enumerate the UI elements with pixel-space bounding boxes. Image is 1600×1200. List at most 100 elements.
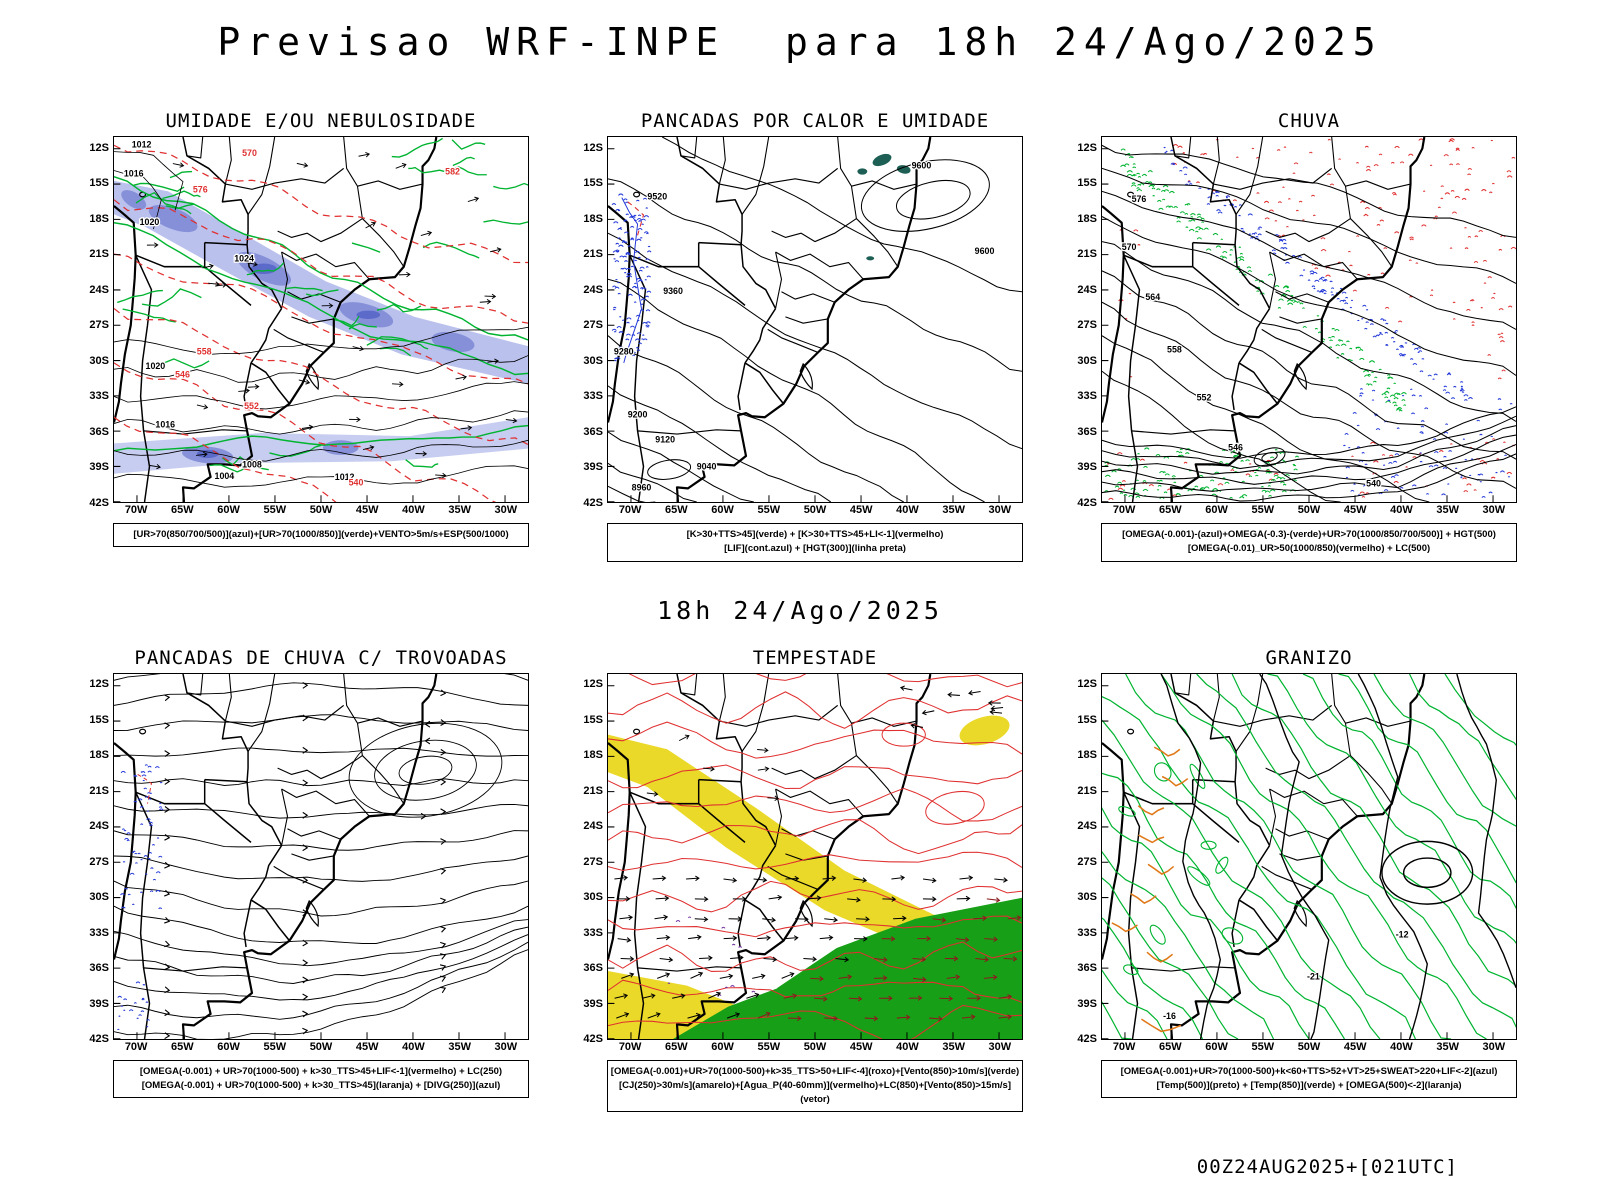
lat-axis: 12S 15S 18S 21S 24S 27S 30S 33S 36S 39S 42S <box>1071 673 1099 1045</box>
lat-label: 30S <box>1077 354 1097 367</box>
lon-axis: 70W 65W 60W 55W 50W 45W 40W 35W 30W <box>1101 1040 1517 1056</box>
lat-label: 24S <box>583 283 603 296</box>
svg-text:558: 558 <box>197 346 212 356</box>
lon-label: 70W <box>618 504 642 516</box>
caption-line: [CJ(250)>30m/s](amarelo)+[Agua_P(40-60mm… <box>618 1079 1012 1105</box>
lat-label: 36S <box>1077 425 1097 438</box>
lon-label: 60W <box>711 504 734 516</box>
lon-axis: 70W 65W 60W 55W 50W 45W 40W 35W 30W <box>113 1040 529 1056</box>
caption-box: [OMEGA(-0.001) + UR>70(1000-500) + k>30_… <box>113 1059 529 1098</box>
map-contours <box>114 673 528 1039</box>
lat-axis: 12S 15S 18S 21S 24S 27S 30S 33S 36S 39S 42S <box>1071 136 1099 509</box>
lon-label: 45W <box>1343 504 1367 516</box>
lat-label: 24S <box>1077 283 1097 296</box>
lon-label: 45W <box>849 1040 873 1053</box>
bottom-panel-row: PANCADAS DE CHUVA C/ TROVOADAS 12S 15S 18S… <box>0 647 1600 1113</box>
svg-text:564: 564 <box>1145 292 1161 302</box>
lat-label: 18S <box>583 212 603 225</box>
lon-label: 35W <box>942 504 965 516</box>
lat-label: 33S <box>583 390 603 403</box>
lon-label: 60W <box>1205 504 1228 516</box>
svg-text:570: 570 <box>1122 242 1137 252</box>
lat-label: 30S <box>583 891 603 904</box>
map-contours <box>608 673 1022 1039</box>
lon-axis: 70W 65W 60W 55W 50W 45W 40W 35W 30W <box>1101 503 1517 519</box>
map-granizo: -12 -16 -21 <box>1101 672 1517 1040</box>
lon-label: 30W <box>494 504 518 516</box>
svg-text:9360: 9360 <box>663 286 683 296</box>
lat-axis: 12S 15S 18S 21S 24S 27S 30S 33S 36S 39S 42S <box>83 136 111 509</box>
lon-label: 40W <box>1390 504 1413 516</box>
lat-label: 36S <box>583 962 603 975</box>
lat-label: 36S <box>89 962 109 975</box>
lat-label: 12S <box>89 678 109 691</box>
caption-line: [OMEGA(-0.001)+UR>70(1000-500)+k<60+TTS>… <box>1120 1065 1498 1077</box>
lat-label: 33S <box>583 926 603 939</box>
svg-text:9040: 9040 <box>697 461 717 471</box>
lat-label: 42S <box>1077 1033 1097 1046</box>
lon-label: 35W <box>448 1040 471 1053</box>
lat-label: 21S <box>89 248 109 261</box>
map-area: 12S 15S 18S 21S 24S 27S 30S 33S 36S 39S 42S 70W 65W… <box>583 672 1023 1056</box>
lat-label: 33S <box>89 390 109 403</box>
lat-label: 15S <box>1077 713 1097 726</box>
lat-label: 18S <box>1077 749 1097 762</box>
lon-label: 45W <box>1343 1040 1367 1053</box>
svg-text:1008: 1008 <box>242 459 262 469</box>
svg-text:8960: 8960 <box>632 482 652 492</box>
lon-label: 50W <box>309 504 333 516</box>
lat-label: 15S <box>89 713 109 726</box>
lon-label: 35W <box>942 1040 965 1053</box>
svg-text:1016: 1016 <box>124 169 144 179</box>
map-pancadas-calor: 9600 9520 9360 9280 9200 9120 9600 9040 8960 <box>607 136 1023 503</box>
caption-line: [Temp(500)](preto) + [Temp(850)](verde) … <box>1156 1079 1462 1091</box>
lat-label: 12S <box>1077 141 1097 154</box>
lon-axis: 70W 65W 60W 55W 50W 45W 40W 35W 30W <box>607 503 1023 519</box>
lon-label: 55W <box>263 504 287 516</box>
caption-line: [UR>70(850/700/500)](azul)+[UR>70(1000/8… <box>133 529 509 540</box>
lon-label: 70W <box>618 1040 642 1053</box>
map-chuva: 576 570 564 558 552 546 540 <box>1101 136 1517 503</box>
map-area: 12S 15S 18S 21S 24S 27S 30S 33S 36S 39S 42S 576 570… <box>1077 136 1517 519</box>
svg-text:9280: 9280 <box>614 346 634 356</box>
lat-label: 21S <box>1077 248 1097 261</box>
panel-pancadas-calor-umidade: PANCADAS POR CALOR E UMIDADE 12S 15S 18S 21… <box>577 110 1023 562</box>
lon-label: 35W <box>1436 504 1459 516</box>
lon-label: 40W <box>1390 1040 1413 1053</box>
lon-label: 65W <box>171 1040 194 1053</box>
lat-label: 39S <box>1077 997 1097 1010</box>
panel-chuva: CHUVA 12S 15S 18S 21S 24S 27S 30S 33S 36S 39S 42S … <box>1071 110 1517 562</box>
lon-label: 65W <box>1159 504 1182 516</box>
caption-line: [K>30+TTS>45](verde) + [K>30+TTS>45+LI<-… <box>686 529 944 540</box>
panel-title: GRANIZO <box>1265 646 1353 669</box>
lat-label: 15S <box>583 713 603 726</box>
svg-text:1012: 1012 <box>335 472 355 482</box>
lat-label: 18S <box>583 749 603 762</box>
lon-label: 55W <box>263 1040 287 1053</box>
lon-label: 55W <box>757 504 781 516</box>
caption-line: [OMEGA(-0.001)-(azul)+OMEGA(-0.3)-(verde… <box>1122 529 1496 540</box>
lat-label: 27S <box>583 319 603 332</box>
caption-box: [OMEGA(-0.001)-(azul)+OMEGA(-0.3)-(verde… <box>1101 523 1517 562</box>
lat-label: 39S <box>89 997 109 1010</box>
lat-label: 33S <box>1077 926 1097 939</box>
svg-text:9600: 9600 <box>912 160 932 170</box>
panel-title: PANCADAS POR CALOR E UMIDADE <box>640 110 990 132</box>
lat-label: 27S <box>1077 319 1097 332</box>
lon-label: 70W <box>1112 1040 1136 1053</box>
svg-text:558: 558 <box>1167 344 1182 354</box>
svg-text:1004: 1004 <box>215 471 236 481</box>
map-contours: 1012 1016 1020 1024 1020 1016 1008 1004 1012 570 5… <box>114 137 528 502</box>
svg-text:1024: 1024 <box>234 253 255 263</box>
map-shading <box>608 715 1022 1039</box>
map-shading <box>114 180 528 474</box>
caption-line: [LIF](cont.azul) + [HGT(300)](linha pret… <box>724 543 906 555</box>
caption-line: [OMEGA(-0.001)+UR>70(1000-500)+k>35_TTS>… <box>610 1065 1020 1077</box>
lat-axis: 12S 15S 18S 21S 24S 27S 30S 33S 36S 39S 42S <box>83 673 111 1045</box>
svg-text:540: 540 <box>1366 478 1381 488</box>
lat-label: 15S <box>583 177 603 190</box>
lat-label: 42S <box>583 1033 603 1046</box>
map-shading <box>857 153 911 261</box>
lon-label: 70W <box>124 504 148 516</box>
lat-axis: 12S 15S 18S 21S 24S 27S 30S 33S 36S 39S 42S <box>577 136 605 509</box>
